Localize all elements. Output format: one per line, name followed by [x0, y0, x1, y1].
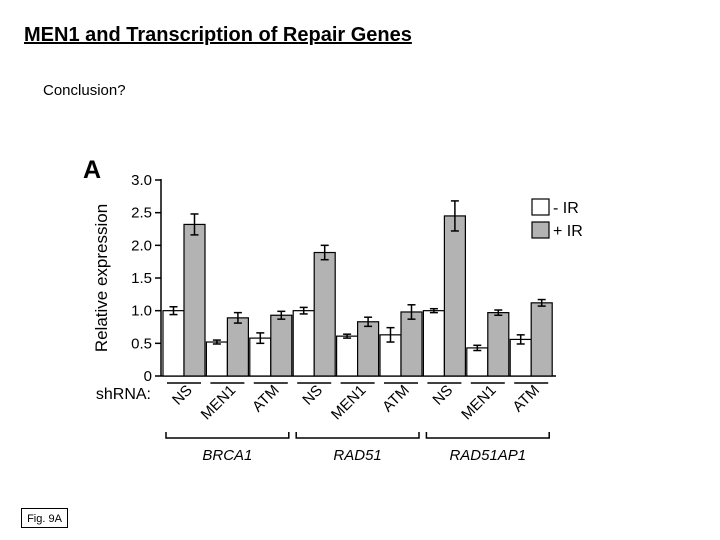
y-tick-label: 2.5	[131, 205, 152, 222]
category-label: NS	[299, 382, 326, 409]
y-axis-label: Relative expression	[92, 204, 111, 352]
category-label: NS	[169, 382, 196, 409]
category-label: NS	[429, 382, 456, 409]
y-tick-label: 1.0	[131, 303, 152, 320]
category-label: MEN1	[328, 382, 369, 423]
legend-label: - IR	[553, 200, 579, 217]
legend-swatch	[531, 198, 550, 216]
slide-title: MEN1 and Transcription of Repair Genes	[24, 24, 412, 46]
category-label: ATM	[379, 382, 413, 416]
bar-plus-ir	[226, 317, 249, 377]
bar-plus-ir	[443, 215, 466, 377]
shrna-axis-prefix: shRNA:	[96, 386, 151, 403]
category-label: ATM	[509, 382, 543, 416]
bar-plus-ir	[487, 312, 510, 377]
bar-plus-ir	[183, 223, 206, 377]
bar-minus-ir	[509, 338, 532, 377]
group-bracket	[425, 432, 550, 439]
group-label: RAD51	[333, 447, 381, 464]
category-label: MEN1	[458, 382, 499, 423]
group-label: RAD51AP1	[449, 447, 526, 464]
category-label: ATM	[249, 382, 283, 416]
group-bracket	[295, 432, 420, 439]
bar-plus-ir	[530, 302, 553, 377]
bar-minus-ir	[466, 347, 489, 377]
bar-minus-ir	[292, 310, 315, 377]
legend-label: + IR	[553, 223, 583, 240]
category-label: MEN1	[198, 382, 239, 423]
bar-minus-ir	[336, 335, 359, 377]
group-label: BRCA1	[202, 447, 252, 464]
group-bracket	[165, 432, 290, 439]
legend-swatch	[531, 221, 550, 239]
bar-plus-ir	[313, 251, 336, 377]
y-tick-label: 0.5	[131, 335, 152, 352]
y-tick-label: 2.0	[131, 237, 152, 254]
bar-plus-ir	[357, 321, 380, 377]
figure-label: Fig. 9A	[21, 508, 68, 528]
y-tick-label: 3.0	[131, 172, 152, 189]
y-tick-label: 0	[144, 368, 152, 385]
panel-label: A	[83, 156, 101, 184]
bar-plus-ir	[270, 314, 293, 377]
bar-plus-ir	[400, 311, 423, 377]
bar-minus-ir	[162, 310, 185, 377]
conclusion-prompt: Conclusion?	[43, 82, 126, 99]
bar-minus-ir	[205, 341, 228, 377]
y-tick-label: 1.5	[131, 270, 152, 287]
bar-minus-ir	[422, 310, 445, 377]
